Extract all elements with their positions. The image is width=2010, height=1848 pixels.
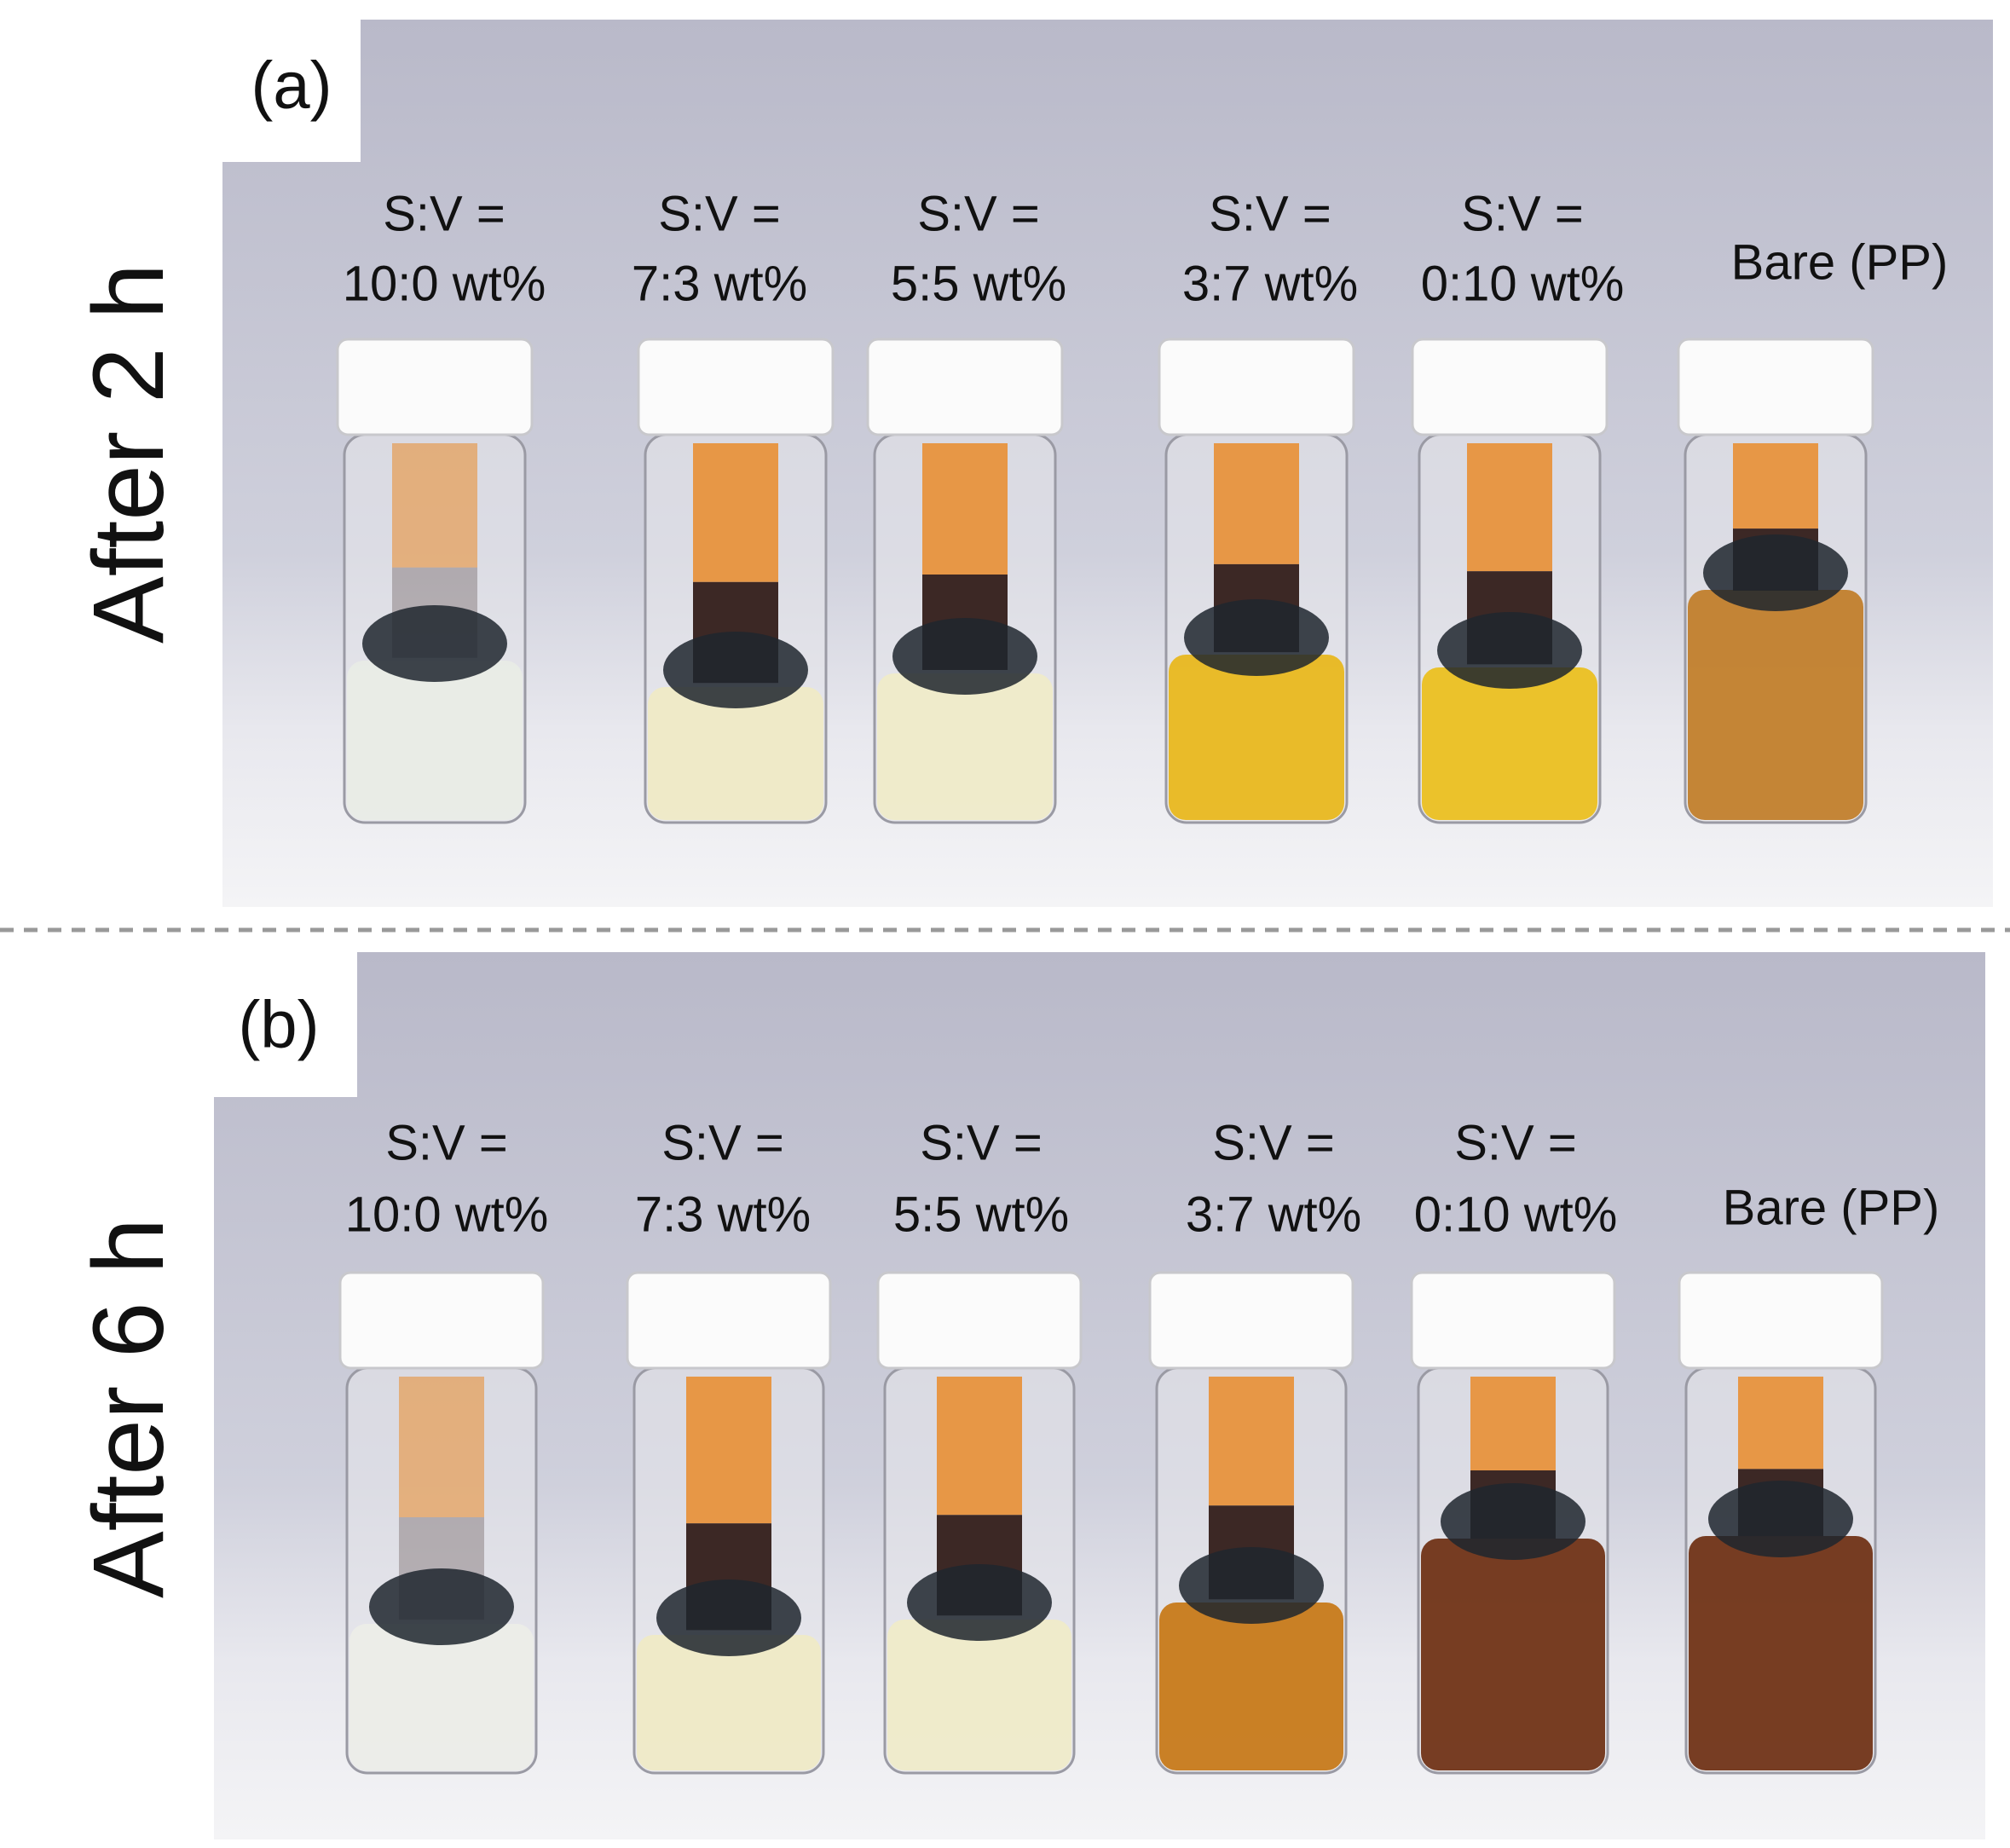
vial-cap — [1158, 338, 1355, 436]
vial-cap — [1677, 338, 1874, 436]
vial-liquid — [1169, 655, 1344, 820]
tube — [1738, 1377, 1823, 1470]
vial-label: 7:3 wt% — [635, 1187, 811, 1242]
vial-label: S:V = — [1454, 1115, 1576, 1170]
vial-cap — [637, 338, 835, 436]
vial-liquid — [1422, 667, 1597, 820]
vial-cap — [338, 1271, 545, 1370]
vial-label: 10:0 wt% — [343, 256, 546, 311]
tube — [693, 443, 778, 582]
vial-label: 0:10 wt% — [1421, 256, 1625, 311]
electrode — [907, 1564, 1052, 1641]
side-label: After 2 h — [72, 263, 185, 644]
tube — [686, 1377, 771, 1524]
tube — [1733, 443, 1818, 529]
vial — [1678, 1271, 1884, 1775]
vial-liquid — [1159, 1603, 1343, 1770]
tube — [399, 1377, 484, 1517]
panel: (a) After 2 h S:V = 10:0 wt% S:V = 7:3 wt% S:V… — [72, 20, 1993, 907]
vial-liquid — [887, 1620, 1071, 1770]
vial-liquid — [349, 1624, 534, 1770]
vial-cap — [626, 1271, 832, 1370]
vial-label: S:V = — [917, 186, 1039, 241]
vial-label: 10:0 wt% — [345, 1187, 549, 1242]
electrode — [1437, 612, 1582, 689]
vial-label: S:V = — [1212, 1115, 1334, 1170]
vial — [1148, 1271, 1354, 1775]
vial-label: 0:10 wt% — [1414, 1187, 1618, 1242]
vial-label: S:V = — [1209, 186, 1331, 241]
vial-label: 3:7 wt% — [1182, 256, 1358, 311]
vial-cap — [336, 338, 534, 436]
label-box — [222, 20, 361, 162]
tube — [1214, 443, 1299, 564]
vial-cap — [1411, 338, 1609, 436]
vial-label: S:V = — [661, 1115, 783, 1170]
electrode — [1708, 1481, 1853, 1557]
electrode — [656, 1579, 801, 1656]
vial — [1411, 338, 1609, 824]
vial-liquid — [877, 673, 1053, 820]
vial-label: Bare (PP) — [1723, 1180, 1940, 1235]
vial — [1677, 338, 1874, 824]
vial — [637, 338, 835, 824]
vial-label: S:V = — [385, 1115, 507, 1170]
vial — [876, 1271, 1083, 1775]
tube — [1467, 443, 1552, 572]
vial — [1158, 338, 1355, 824]
vial-label: 5:5 wt% — [893, 1187, 1069, 1242]
vial-cap — [1410, 1271, 1616, 1370]
vial-liquid — [347, 661, 523, 820]
panel-label: (a) — [251, 48, 332, 123]
vial-liquid — [1421, 1539, 1605, 1770]
electrode — [1179, 1547, 1324, 1624]
vial-cap — [1148, 1271, 1354, 1370]
vial-cap — [1678, 1271, 1884, 1370]
electrode — [1184, 599, 1329, 676]
vial-liquid — [1688, 590, 1863, 820]
vial-label: S:V = — [920, 1115, 1042, 1170]
vial-label: 5:5 wt% — [891, 256, 1066, 311]
vial — [1410, 1271, 1616, 1775]
electrode — [369, 1568, 514, 1645]
tube — [1470, 1377, 1556, 1470]
vial-label: S:V = — [383, 186, 505, 241]
vial-label: 3:7 wt% — [1186, 1187, 1361, 1242]
vial-liquid — [637, 1635, 821, 1770]
vial-label: 7:3 wt% — [632, 256, 807, 311]
electrode — [362, 605, 507, 682]
label-box — [214, 952, 357, 1097]
vial — [338, 1271, 545, 1775]
side-label: After 6 h — [72, 1218, 185, 1598]
vial-liquid — [648, 687, 823, 820]
vial-label: S:V = — [658, 186, 780, 241]
electrode — [1441, 1483, 1585, 1560]
tube — [937, 1377, 1022, 1516]
vial — [866, 338, 1064, 824]
panel-label: (b) — [238, 987, 319, 1062]
tube — [392, 443, 477, 568]
electrode — [663, 632, 808, 708]
electrode — [892, 618, 1037, 695]
vial — [626, 1271, 832, 1775]
electrode — [1703, 534, 1848, 611]
vial-cap — [866, 338, 1064, 436]
tube — [1209, 1377, 1294, 1506]
vial-liquid — [1689, 1536, 1873, 1770]
tube — [922, 443, 1008, 575]
panel: (b) After 6 h S:V = 10:0 wt% S:V = 7:3 wt% S:V… — [72, 952, 1985, 1839]
vial-label: S:V = — [1461, 186, 1583, 241]
vial-label: Bare (PP) — [1731, 234, 1949, 290]
vial-cap — [876, 1271, 1083, 1370]
vial — [336, 338, 534, 824]
